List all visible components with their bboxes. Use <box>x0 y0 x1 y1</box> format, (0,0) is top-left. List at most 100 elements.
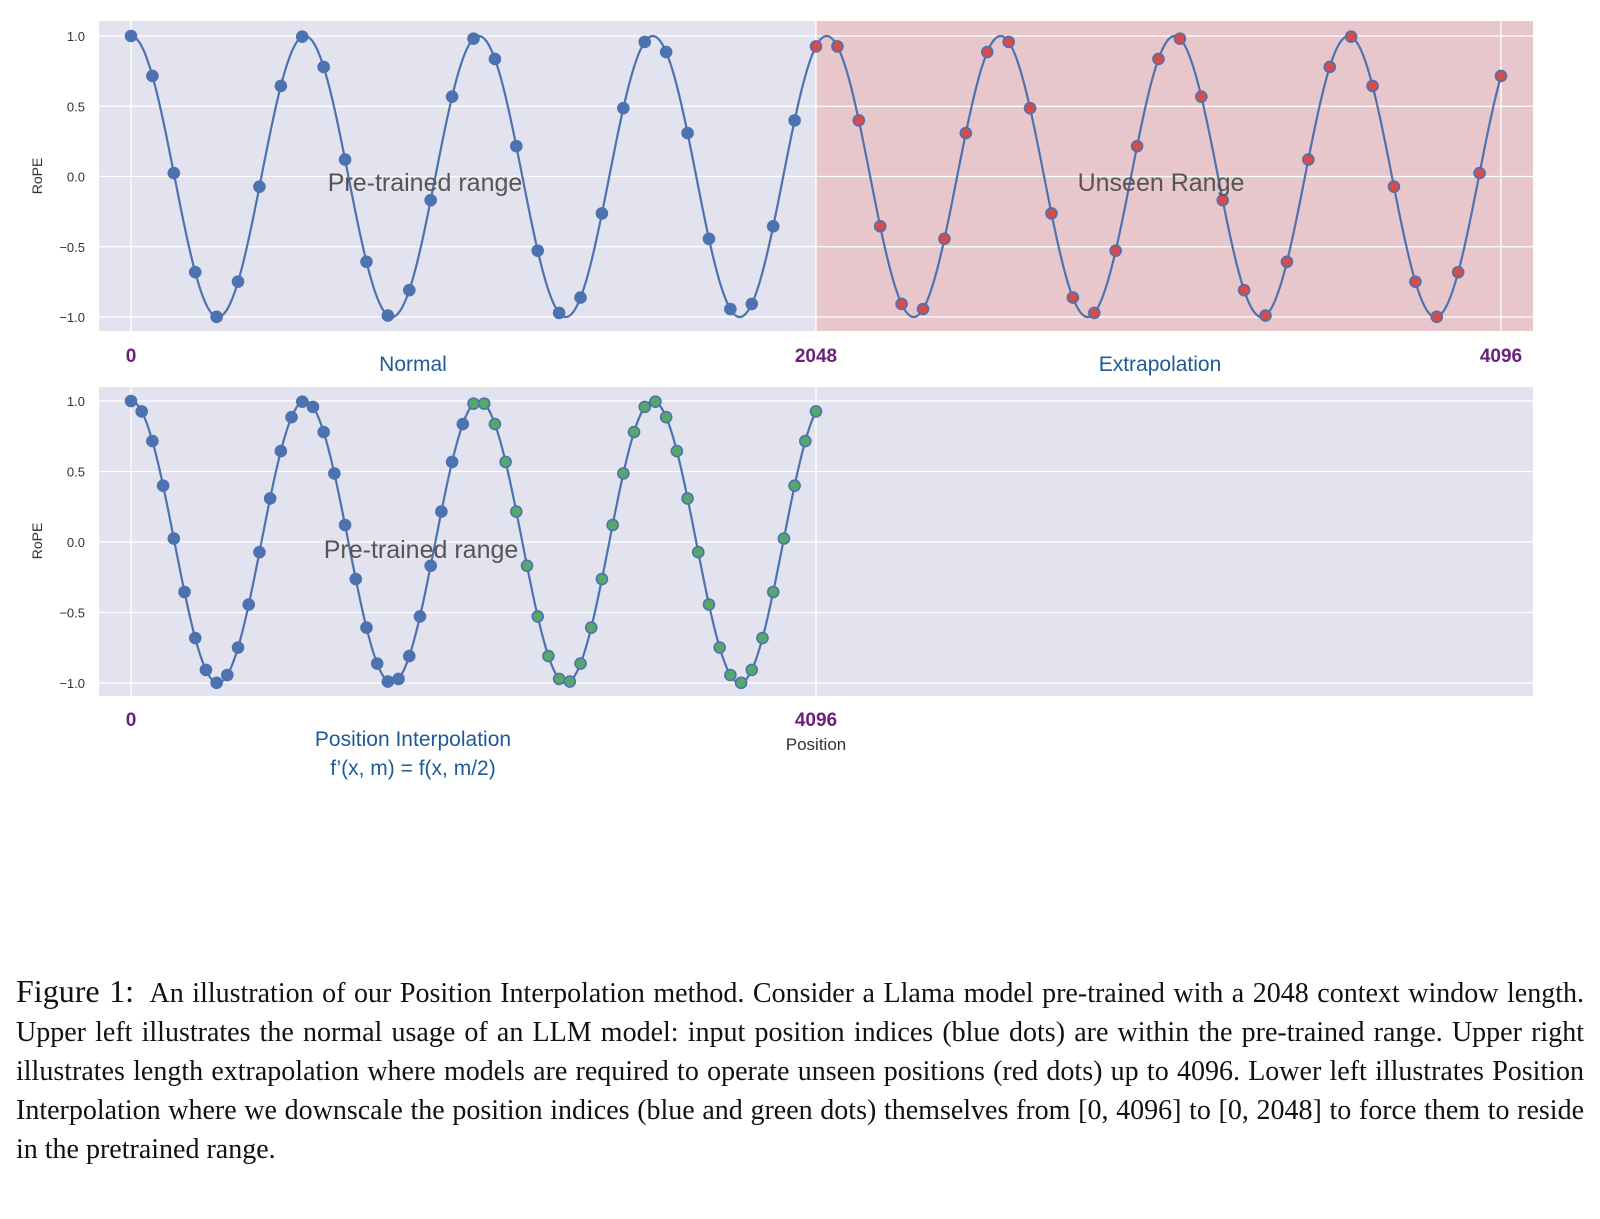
data-point <box>595 207 609 220</box>
data-point <box>745 297 759 311</box>
bottom-mark-4096: 4096 <box>795 710 837 731</box>
data-point <box>424 193 437 207</box>
data-point <box>1344 30 1358 43</box>
data-point <box>1430 310 1444 324</box>
data-point <box>188 631 202 645</box>
data-point <box>1494 69 1508 83</box>
data-point <box>488 417 502 431</box>
caption-text: An illustration of our Position Interpol… <box>16 978 1584 1165</box>
data-point <box>370 657 384 670</box>
data-point <box>199 663 213 677</box>
y-tick-label: 1.0 <box>67 29 85 44</box>
data-point <box>360 621 373 634</box>
data-point <box>231 641 245 654</box>
data-point <box>777 532 791 545</box>
data-point <box>328 467 341 480</box>
data-point <box>1173 32 1187 45</box>
data-point <box>617 467 630 480</box>
data-point <box>167 166 181 180</box>
data-point <box>274 444 288 458</box>
data-point <box>584 621 598 634</box>
data-point <box>124 394 138 408</box>
data-point <box>916 302 930 316</box>
data-point <box>488 52 502 66</box>
data-point <box>574 657 587 670</box>
y-tick-label: 0.0 <box>67 535 85 550</box>
bottom-panel: 1.0 0.5 0.0 −0.5 −1.0 RoPE Pre-trained range… <box>29 387 1533 780</box>
data-point <box>552 672 566 686</box>
data-point <box>306 400 320 414</box>
data-point <box>574 291 587 304</box>
data-point <box>1323 60 1337 74</box>
data-point <box>831 40 844 53</box>
data-point <box>766 220 780 233</box>
top-mark-2048: 2048 <box>795 346 837 367</box>
data-point <box>360 255 373 269</box>
data-point <box>702 598 716 611</box>
data-point <box>349 572 363 586</box>
data-point <box>938 232 951 246</box>
data-point <box>627 425 641 439</box>
data-point <box>724 668 737 682</box>
figure-caption: Figure 1: An illustration of our Positio… <box>16 972 1584 1169</box>
data-point <box>659 410 673 424</box>
data-point <box>221 668 234 682</box>
data-point <box>178 585 191 599</box>
data-point <box>691 545 705 559</box>
data-point <box>274 79 288 93</box>
data-point <box>1002 35 1015 49</box>
y-tick-label: 1.0 <box>67 394 85 409</box>
data-point <box>381 309 395 322</box>
data-point <box>1045 207 1058 220</box>
caption-label: Figure 1: <box>16 973 134 1009</box>
data-point <box>467 32 480 45</box>
data-point <box>338 518 352 532</box>
data-point <box>1216 193 1230 207</box>
top-y-ticks: 1.0 0.5 0.0 −0.5 −1.0 <box>59 29 85 325</box>
top-mark-4096: 4096 <box>1480 346 1522 367</box>
data-point <box>681 126 694 140</box>
data-point <box>980 45 994 59</box>
data-point <box>1130 139 1144 153</box>
data-point <box>1366 79 1379 93</box>
bottom-dots <box>124 394 823 690</box>
data-point <box>798 434 812 448</box>
data-point <box>1195 90 1208 103</box>
data-point <box>445 90 459 103</box>
data-point <box>1109 244 1122 257</box>
data-point <box>756 631 769 645</box>
data-point <box>670 444 684 458</box>
data-point <box>210 676 223 690</box>
data-point <box>713 641 726 654</box>
figure-panels: 1.0 0.5 0.0 −0.5 −1.0 RoPE Pre-trained range… <box>29 21 1533 780</box>
data-point <box>702 232 716 246</box>
top-panel: 1.0 0.5 0.0 −0.5 −1.0 RoPE Pre-trained range… <box>29 21 1533 376</box>
y-tick-label: −1.0 <box>59 310 85 325</box>
data-point <box>263 492 277 505</box>
bottom-region-label-pretrained: Pre-trained range <box>324 536 519 564</box>
data-point <box>242 598 256 611</box>
data-point <box>477 397 491 410</box>
mode-label-extrapolation: Extrapolation <box>1099 353 1222 376</box>
data-point <box>745 663 759 677</box>
data-point <box>873 220 887 233</box>
data-point <box>734 676 748 690</box>
bottom-x-axis-label: Position <box>786 735 846 754</box>
top-gridlines <box>99 21 1533 331</box>
y-tick-label: −1.0 <box>59 676 85 691</box>
data-point <box>295 395 309 408</box>
data-point <box>659 45 673 59</box>
data-point <box>231 275 245 288</box>
data-point <box>424 559 437 573</box>
data-point <box>402 283 416 297</box>
data-point <box>1387 180 1401 193</box>
data-point <box>649 395 662 408</box>
data-point <box>681 492 694 505</box>
data-point <box>724 302 737 316</box>
data-point <box>1451 265 1465 279</box>
data-point <box>253 545 266 559</box>
data-point <box>1473 166 1486 180</box>
y-tick-label: 0.5 <box>67 99 85 114</box>
data-point <box>167 532 181 545</box>
data-point <box>392 672 405 686</box>
